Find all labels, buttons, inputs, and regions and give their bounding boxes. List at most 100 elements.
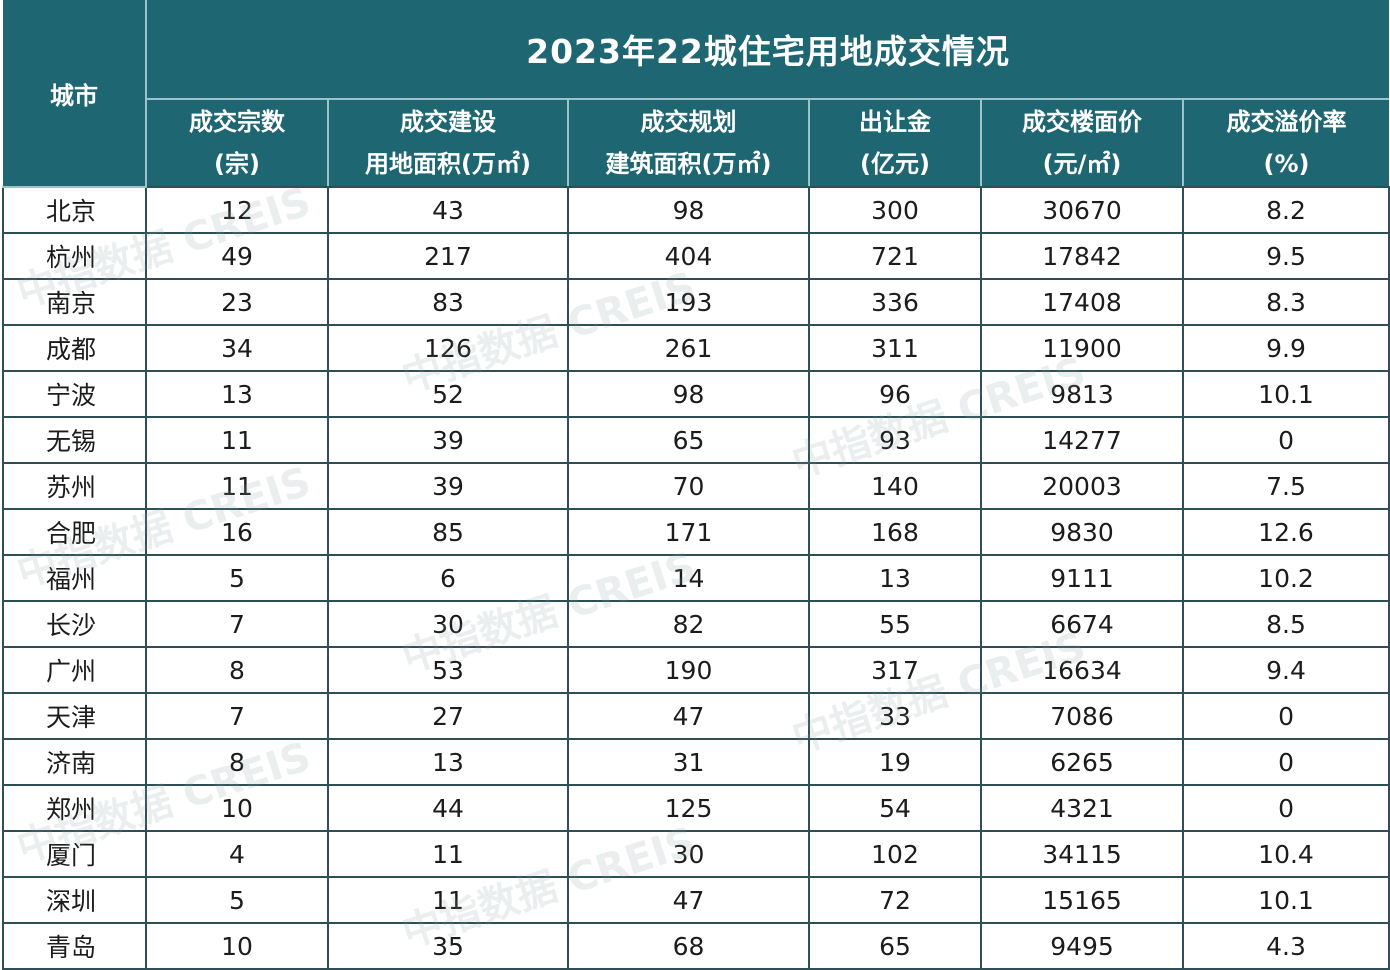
land-area-cell: 44 — [327, 784, 569, 832]
table-row: 南京 23 83 193 336 17408 8.3 — [2, 278, 1390, 326]
floor-price-cell: 34115 — [980, 830, 1184, 878]
land-area-cell: 30 — [327, 600, 569, 648]
deal-count-cell: 4 — [145, 830, 329, 878]
premium-rate-cell: 4.3 — [1181, 922, 1390, 970]
land-area-cell: 6 — [327, 554, 569, 602]
city-cell: 福州 — [2, 554, 147, 602]
table-row: 合肥 16 85 171 168 9830 12.6 — [2, 508, 1390, 556]
building-area-cell: 30 — [567, 830, 810, 878]
city-cell: 深圳 — [2, 876, 147, 924]
city-cell: 无锡 — [2, 416, 147, 464]
column-header-deal-count: 成交宗数 (宗) — [145, 99, 328, 188]
deal-count-cell: 7 — [145, 600, 329, 648]
transfer-fee-cell: 19 — [808, 738, 982, 786]
land-area-cell: 39 — [327, 462, 569, 510]
table-row: 苏州 11 39 70 140 20003 7.5 — [2, 462, 1390, 510]
premium-rate-cell: 0 — [1181, 692, 1390, 740]
land-area-cell: 11 — [327, 876, 569, 924]
city-column-header: 城市 — [3, 0, 147, 188]
column-header-transfer-fee: 出让金 (亿元) — [808, 99, 981, 188]
deal-count-cell: 11 — [145, 462, 329, 510]
table-row: 厦门 4 11 30 102 34115 10.4 — [2, 830, 1390, 878]
transfer-fee-cell: 311 — [808, 324, 982, 372]
land-area-cell: 126 — [327, 324, 569, 372]
deal-count-cell: 5 — [145, 876, 329, 924]
table-row: 青岛 10 35 68 65 9495 4.3 — [2, 922, 1390, 970]
floor-price-cell: 11900 — [980, 324, 1184, 372]
building-area-cell: 98 — [567, 370, 810, 418]
floor-price-cell: 17408 — [980, 278, 1184, 326]
floor-price-cell: 9495 — [980, 922, 1184, 970]
premium-rate-cell: 7.5 — [1181, 462, 1390, 510]
building-area-cell: 404 — [567, 232, 810, 280]
deal-count-cell: 12 — [145, 186, 329, 234]
building-area-cell: 70 — [567, 462, 810, 510]
premium-rate-cell: 10.1 — [1181, 876, 1390, 924]
floor-price-cell: 9813 — [980, 370, 1184, 418]
city-cell: 南京 — [2, 278, 147, 326]
land-area-cell: 217 — [327, 232, 569, 280]
floor-price-cell: 14277 — [980, 416, 1184, 464]
building-area-cell: 14 — [567, 554, 810, 602]
floor-price-cell: 9830 — [980, 508, 1184, 556]
city-cell: 合肥 — [2, 508, 147, 556]
table-row: 福州 5 6 14 13 9111 10.2 — [2, 554, 1390, 602]
land-area-cell: 27 — [327, 692, 569, 740]
land-area-cell: 53 — [327, 646, 569, 694]
table-row: 天津 7 27 47 33 7086 0 — [2, 692, 1390, 740]
table-row: 无锡 11 39 65 93 14277 0 — [2, 416, 1390, 464]
deal-count-cell: 34 — [145, 324, 329, 372]
building-area-cell: 65 — [567, 416, 810, 464]
building-area-cell: 47 — [567, 692, 810, 740]
city-cell: 北京 — [2, 186, 147, 234]
city-cell: 厦门 — [2, 830, 147, 878]
city-cell: 天津 — [2, 692, 147, 740]
deal-count-cell: 16 — [145, 508, 329, 556]
premium-rate-cell: 8.2 — [1181, 186, 1390, 234]
floor-price-cell: 7086 — [980, 692, 1184, 740]
building-area-cell: 125 — [567, 784, 810, 832]
deal-count-cell: 10 — [145, 784, 329, 832]
premium-rate-cell: 10.1 — [1181, 370, 1390, 418]
table-row: 济南 8 13 31 19 6265 0 — [2, 738, 1390, 786]
floor-price-cell: 9111 — [980, 554, 1184, 602]
premium-rate-cell: 8.3 — [1181, 278, 1390, 326]
transfer-fee-cell: 93 — [808, 416, 982, 464]
floor-price-cell: 15165 — [980, 876, 1184, 924]
transfer-fee-cell: 102 — [808, 830, 982, 878]
building-area-cell: 47 — [567, 876, 810, 924]
land-area-cell: 39 — [327, 416, 569, 464]
deal-count-cell: 7 — [145, 692, 329, 740]
floor-price-cell: 6265 — [980, 738, 1184, 786]
building-area-cell: 68 — [567, 922, 810, 970]
transfer-fee-cell: 140 — [808, 462, 982, 510]
transfer-fee-cell: 317 — [808, 646, 982, 694]
land-area-cell: 11 — [327, 830, 569, 878]
city-cell: 成都 — [2, 324, 147, 372]
premium-rate-cell: 0 — [1181, 416, 1390, 464]
deal-count-cell: 13 — [145, 370, 329, 418]
transfer-fee-cell: 168 — [808, 508, 982, 556]
transfer-fee-cell: 721 — [808, 232, 982, 280]
transfer-fee-cell: 54 — [808, 784, 982, 832]
premium-rate-cell: 0 — [1181, 784, 1390, 832]
deal-count-cell: 8 — [145, 646, 329, 694]
city-cell: 郑州 — [2, 784, 147, 832]
deal-count-cell: 49 — [145, 232, 329, 280]
column-header-land-area: 成交建设 用地面积(万㎡) — [327, 99, 568, 188]
premium-rate-cell: 10.2 — [1181, 554, 1390, 602]
land-area-cell: 85 — [327, 508, 569, 556]
land-area-cell: 35 — [327, 922, 569, 970]
floor-price-cell: 4321 — [980, 784, 1184, 832]
table-row: 深圳 5 11 47 72 15165 10.1 — [2, 876, 1390, 924]
table-row: 杭州 49 217 404 721 17842 9.5 — [2, 232, 1390, 280]
floor-price-cell: 6674 — [980, 600, 1184, 648]
transfer-fee-cell: 72 — [808, 876, 982, 924]
land-area-cell: 43 — [327, 186, 569, 234]
premium-rate-cell: 0 — [1181, 738, 1390, 786]
deal-count-cell: 23 — [145, 278, 329, 326]
premium-rate-cell: 12.6 — [1181, 508, 1390, 556]
premium-rate-cell: 9.9 — [1181, 324, 1390, 372]
table-title: 2023年22城住宅用地成交情况 — [144, 0, 1390, 100]
